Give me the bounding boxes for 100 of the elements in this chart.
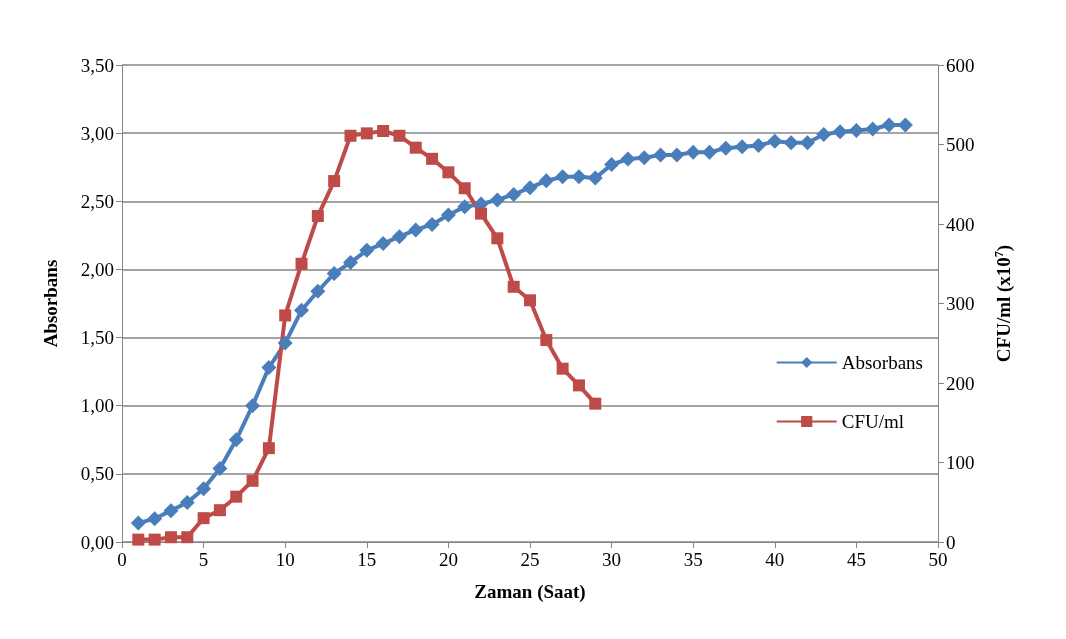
point [669,147,685,163]
point [750,137,766,153]
point [734,139,750,155]
point [457,199,473,215]
y2-tick-label: 600 [946,54,975,76]
y-tick-label: 2,00 [80,258,114,280]
point [197,512,210,525]
point [636,150,652,166]
x-tick-label: 40 [765,549,785,570]
point [409,141,422,154]
point [295,257,308,270]
point [375,236,391,252]
point [132,533,145,546]
point [196,481,212,497]
point [458,182,471,195]
point [489,192,505,208]
point [179,494,195,510]
point [213,504,226,517]
point [360,127,373,140]
x-tick-label: 45 [846,549,866,570]
x-tick-label: 35 [683,549,703,570]
point [277,335,293,351]
point [148,533,161,546]
point [556,362,569,375]
point [181,531,194,544]
point [799,135,815,151]
y-axis-title: Absorbans [40,259,61,348]
point [865,121,881,137]
point [587,170,603,186]
y2-axis-title: CFU/ml (x107) [992,244,1015,363]
point [261,360,277,376]
point [491,232,504,245]
point [571,169,587,185]
point [228,432,244,448]
point [555,169,571,185]
y2-tick-label: 100 [946,452,975,473]
point [245,398,261,414]
y-tick-label: 1,50 [80,327,114,349]
point [164,531,177,544]
point [475,207,488,220]
point [391,229,407,245]
point [620,151,636,167]
x-tick-label: 10 [275,549,295,570]
x-tick-label: 25 [520,549,540,570]
x-tick-label: 50 [928,549,948,570]
point [377,124,390,137]
point [538,173,554,189]
y-tick-label: 0,50 [80,463,114,485]
point [522,180,538,196]
point [440,207,456,223]
point [328,175,341,188]
point [326,266,342,282]
point [279,309,292,322]
y-tick-label: 2,50 [80,190,114,212]
point [783,135,799,151]
point [848,122,864,138]
y-tick-label: 1,00 [80,395,114,417]
point [604,156,620,172]
point [589,397,602,410]
point [147,511,163,527]
point [311,210,324,223]
legend-label: CFU/ml [841,411,905,432]
point [130,515,146,531]
point [359,242,375,258]
x-tick-label: 20 [438,549,458,570]
point [294,302,310,318]
point [832,124,848,140]
x-tick-label: 5 [198,549,209,570]
point [540,334,553,347]
legend-label: Absorbans [841,352,924,373]
y2-tick-label: 0 [946,531,956,553]
x-tick-label: 30 [602,549,622,570]
point [507,280,520,293]
point [212,460,228,476]
point [506,186,522,202]
x-axis-title: Zaman (Saat) [474,581,586,603]
point [262,442,275,455]
y-tick-label: 0,00 [80,531,114,553]
point [718,140,734,156]
point [310,283,326,299]
point [393,129,406,142]
point [881,117,897,133]
point [816,127,832,143]
point [424,216,440,232]
y-tick-label: 3,00 [80,122,114,144]
point [246,474,259,487]
y2-tick-label: 400 [946,213,975,235]
point [230,490,243,503]
y2-tick-label: 200 [946,372,975,394]
x-tick-label: 0 [117,549,127,570]
point [685,144,701,160]
point [767,133,783,149]
x-tick-label: 15 [357,549,377,570]
point [163,503,179,519]
point [524,294,536,307]
y-tick-label: 3,50 [80,54,114,76]
y2-tick-label: 500 [946,134,975,155]
point [426,152,439,165]
point [342,255,358,271]
point [572,379,585,392]
